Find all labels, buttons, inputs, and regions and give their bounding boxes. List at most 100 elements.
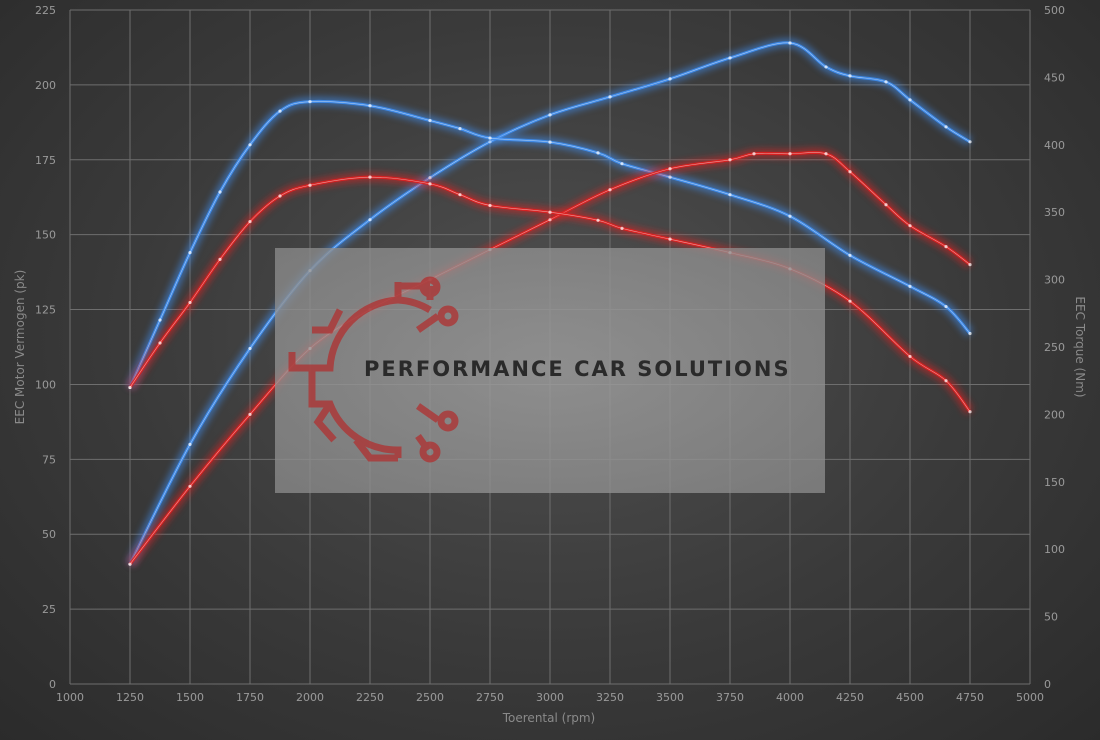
left-axis-ticks: 0 25 50 75 100 125 150 175 200 225: [35, 4, 56, 691]
series-point: [488, 203, 492, 208]
series-point: [848, 299, 852, 303]
series-point: [428, 176, 432, 180]
series-point: [308, 100, 312, 104]
left-tick-label: 175: [35, 154, 56, 167]
left-tick-label: 100: [35, 378, 56, 391]
series-point: [248, 143, 252, 147]
series-point: [908, 98, 912, 102]
series-point: [548, 140, 552, 144]
x-tick-label: 5000: [1016, 691, 1044, 704]
series-point: [752, 152, 756, 156]
series-point: [548, 210, 552, 214]
series-point: [248, 412, 252, 416]
series-point: [608, 188, 612, 192]
series-point: [788, 41, 792, 45]
series-point: [458, 193, 462, 197]
right-tick-label: 300: [1044, 274, 1065, 287]
x-tick-label: 1500: [176, 691, 204, 704]
series-point: [848, 253, 852, 257]
series-point: [788, 152, 792, 156]
series-point: [368, 175, 372, 179]
series-point: [188, 484, 192, 488]
left-axis-title: EEC Motor Vermogen (pk): [13, 270, 27, 425]
right-tick-label: 400: [1044, 139, 1065, 152]
right-tick-label: 350: [1044, 206, 1065, 219]
series-point: [668, 175, 672, 179]
left-tick-label: 225: [35, 4, 56, 17]
series-point: [884, 80, 888, 84]
x-tick-label: 2250: [356, 691, 384, 704]
series-point: [548, 218, 552, 222]
x-tick-label: 4250: [836, 691, 864, 704]
series-point: [824, 65, 828, 69]
right-tick-label: 150: [1044, 476, 1065, 489]
series-point: [428, 118, 432, 123]
series-point: [248, 220, 252, 224]
series-point: [908, 354, 912, 359]
series-point: [968, 263, 972, 267]
series-point: [944, 245, 948, 249]
series-point: [308, 183, 312, 187]
x-tick-label: 3000: [536, 691, 564, 704]
series-point: [788, 214, 792, 218]
right-tick-label: 500: [1044, 4, 1065, 17]
x-tick-label: 2750: [476, 691, 504, 704]
series-point: [188, 251, 192, 255]
x-tick-label: 4500: [896, 691, 924, 704]
right-axis-title: EEC Torque (Nm): [1073, 296, 1087, 397]
series-point: [884, 203, 888, 207]
series-point: [728, 56, 732, 60]
x-tick-label: 3500: [656, 691, 684, 704]
x-tick-label: 4000: [776, 691, 804, 704]
series-point: [848, 74, 852, 78]
series-point: [668, 77, 672, 81]
series-point: [278, 194, 282, 198]
series-point: [944, 304, 948, 309]
x-axis-ticks: 1000 1250 1500 1750 2000 2250 2500 2750 3000 3250…: [56, 691, 1044, 704]
series-point: [218, 257, 222, 261]
left-tick-label: 0: [49, 678, 56, 691]
x-tick-label: 3750: [716, 691, 744, 704]
series-point: [728, 158, 732, 162]
series-line-2: [125, 96, 974, 390]
series-point: [668, 237, 672, 241]
series-point: [428, 182, 432, 186]
series-point: [968, 140, 972, 144]
series-point: [968, 331, 972, 336]
series-point: [458, 127, 462, 131]
series-line-1: [125, 38, 973, 567]
series-point: [908, 284, 912, 288]
series-point: [620, 162, 624, 166]
right-tick-label: 450: [1044, 71, 1065, 84]
left-tick-label: 150: [35, 229, 56, 242]
series-point: [278, 109, 282, 113]
series-point: [728, 193, 732, 197]
x-tick-label: 2500: [416, 691, 444, 704]
x-tick-label: 4750: [956, 691, 984, 704]
gear-logo-icon: [288, 276, 459, 463]
left-tick-label: 25: [42, 603, 56, 616]
series-point: [824, 152, 828, 156]
series-point: [488, 136, 492, 140]
series-point: [908, 224, 912, 228]
series-point: [158, 341, 162, 345]
right-tick-label: 50: [1044, 611, 1058, 624]
x-tick-label: 1750: [236, 691, 264, 704]
series-point: [848, 170, 852, 174]
left-tick-label: 200: [35, 79, 56, 92]
series-point: [368, 104, 372, 108]
right-axis-ticks: 0 50 100 150 200 250 300 350 400 450 500: [1044, 4, 1065, 691]
x-tick-label: 1250: [116, 691, 144, 704]
series-point: [188, 442, 192, 446]
x-axis-title: Toerental (rpm): [502, 711, 595, 725]
x-tick-label: 2000: [296, 691, 324, 704]
x-tick-label: 1000: [56, 691, 84, 704]
series-point: [620, 226, 624, 230]
series-line-4: [126, 172, 974, 415]
series-point: [596, 218, 600, 222]
left-tick-label: 125: [35, 304, 56, 317]
series-point: [668, 167, 672, 171]
series-point: [608, 95, 612, 99]
series-point: [548, 113, 552, 117]
